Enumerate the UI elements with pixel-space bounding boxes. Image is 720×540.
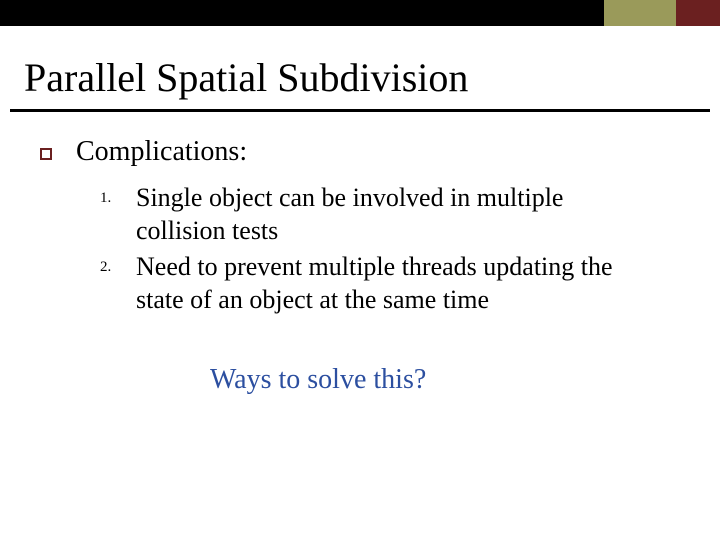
list-item: 2. Need to prevent multiple threads upda… bbox=[100, 251, 680, 316]
list-item: 1. Single object can be involved in mult… bbox=[100, 182, 680, 247]
title-top-bar bbox=[0, 0, 720, 26]
accent-olive-block bbox=[604, 0, 676, 26]
slide-content: Complications: 1. Single object can be i… bbox=[0, 112, 720, 396]
numbered-list: 1. Single object can be involved in mult… bbox=[100, 182, 680, 316]
list-text: Single object can be involved in multipl… bbox=[136, 182, 656, 247]
callout-question: Ways to solve this? bbox=[210, 364, 680, 396]
list-number: 1. bbox=[100, 182, 136, 207]
bullet-item: Complications: bbox=[40, 136, 680, 168]
slide-title: Parallel Spatial Subdivision bbox=[0, 26, 720, 109]
square-bullet-icon bbox=[40, 148, 52, 160]
accent-maroon-block bbox=[676, 0, 720, 26]
list-number: 2. bbox=[100, 251, 136, 276]
list-text: Need to prevent multiple threads updatin… bbox=[136, 251, 656, 316]
bullet-label: Complications: bbox=[76, 136, 247, 168]
